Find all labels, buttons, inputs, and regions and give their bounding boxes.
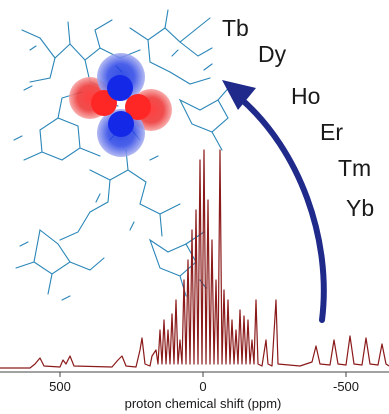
lanthanide-label-yb: Yb — [346, 195, 374, 221]
lanthanide-label-er: Er — [320, 119, 343, 145]
lanthanide-label-ho: Ho — [291, 83, 320, 109]
f-orbital-lobes-icon — [69, 53, 172, 157]
x-tick-label: 500 — [49, 379, 71, 394]
x-axis-label: proton chemical shift (ppm) — [125, 396, 282, 411]
x-axis: 500 0 -500 proton chemical shift (ppm) — [0, 371, 389, 411]
curved-arrow-icon — [222, 80, 327, 323]
lanthanide-labels: Tb Dy Ho Er Tm Yb — [222, 15, 374, 221]
lanthanide-label-tb: Tb — [222, 15, 249, 41]
nmr-spectrum-trace — [0, 149, 389, 369]
lanthanide-label-dy: Dy — [258, 41, 287, 67]
x-tick-label: 0 — [199, 379, 206, 394]
x-tick-label: -500 — [333, 379, 359, 394]
lanthanide-label-tm: Tm — [338, 155, 371, 181]
